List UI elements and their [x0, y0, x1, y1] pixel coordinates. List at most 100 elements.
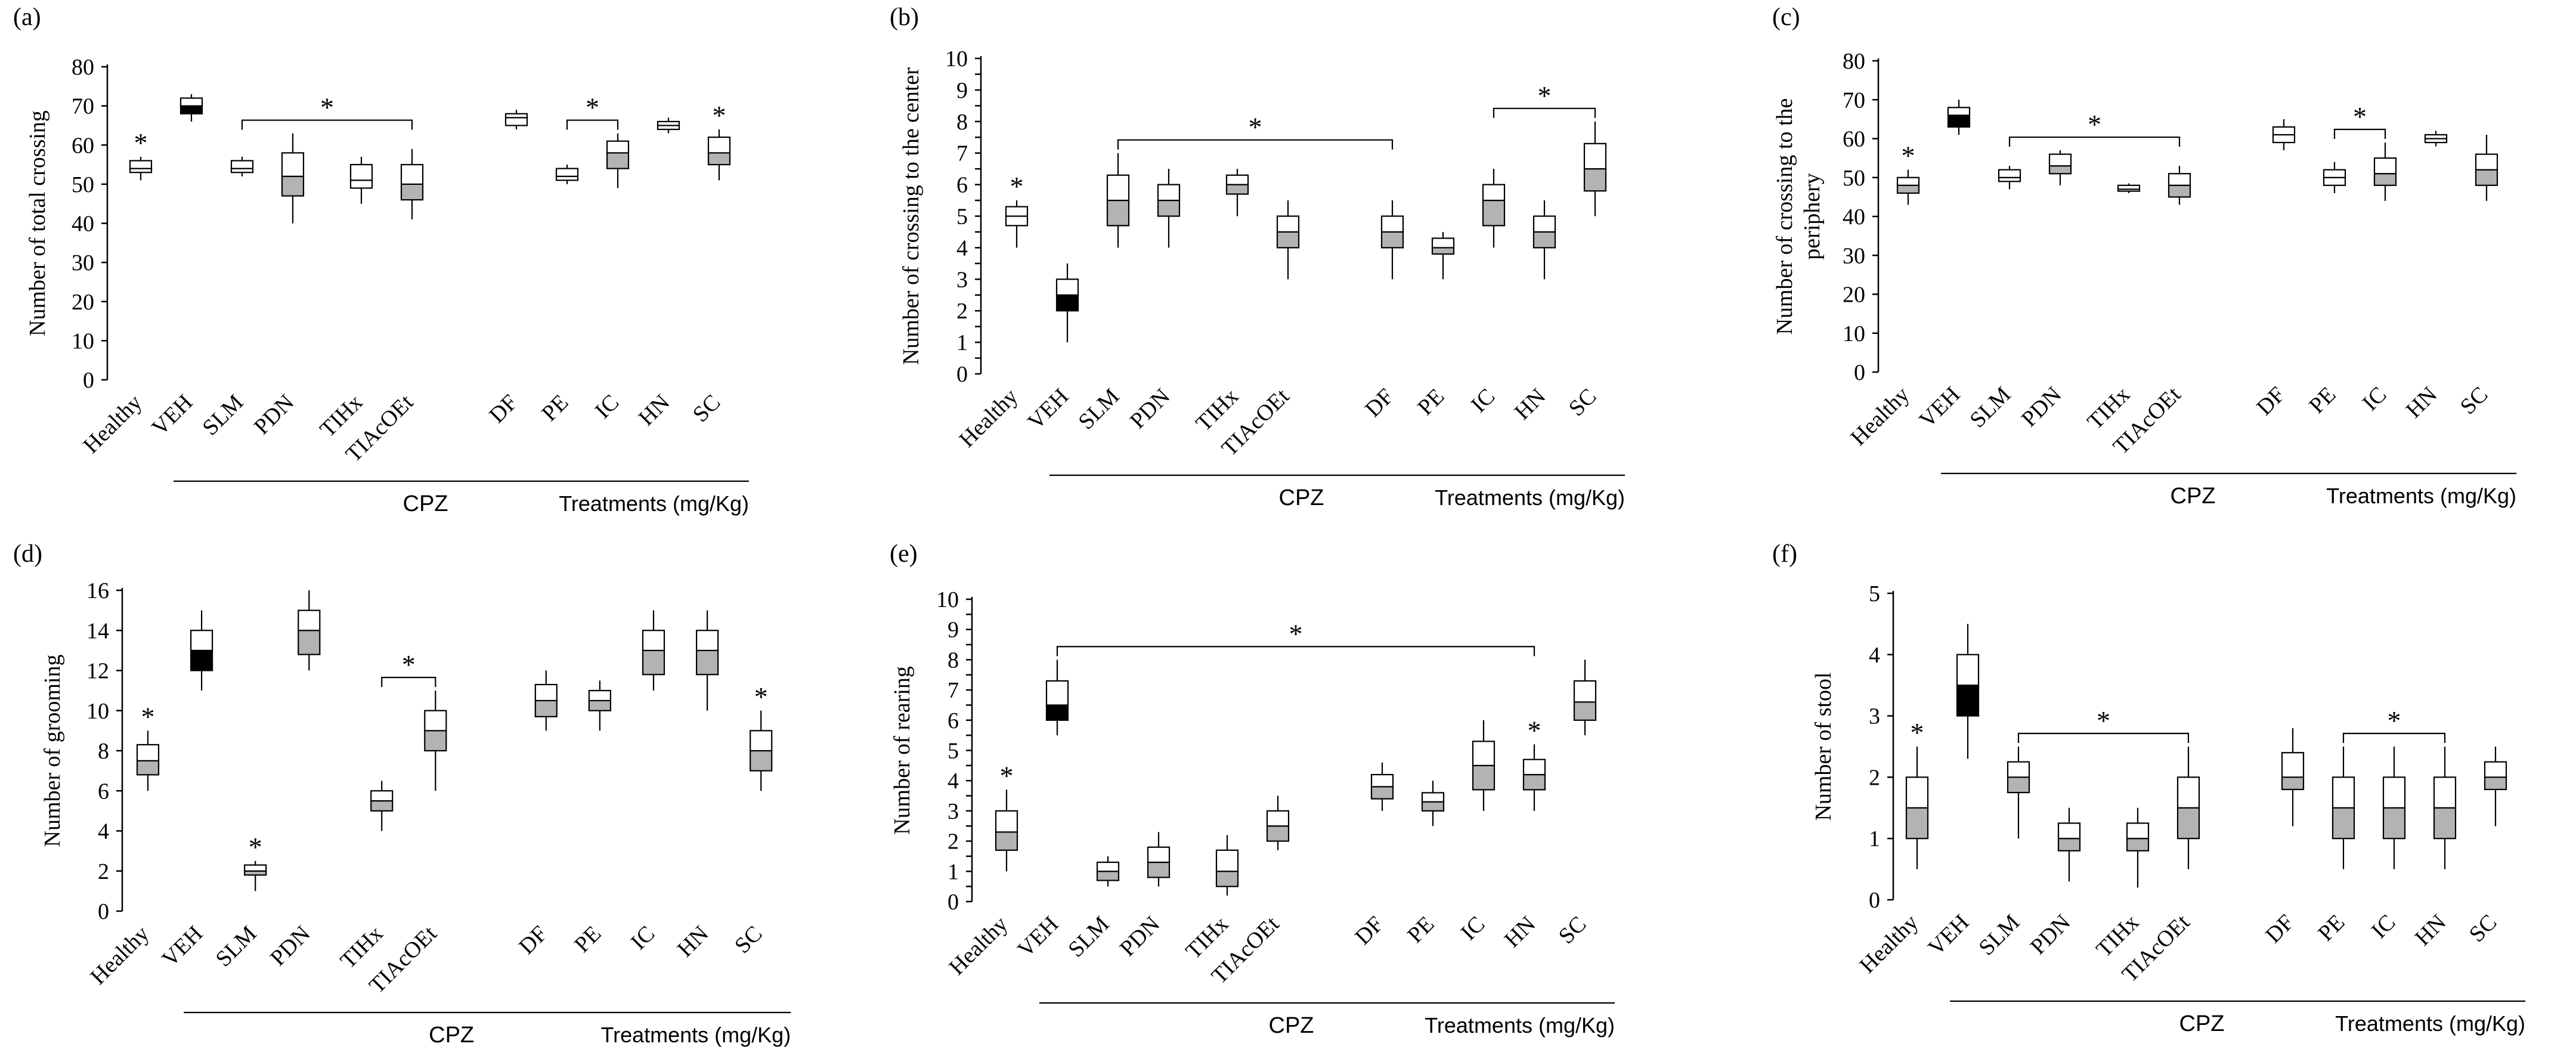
bracket-star: *: [2097, 705, 2110, 736]
box-hn: [695, 610, 719, 711]
box-lower-half: [136, 760, 160, 776]
box-upper-half: [695, 630, 719, 651]
box-upper-half: [657, 120, 680, 126]
box-df: [534, 670, 558, 731]
box-lower-half: [2048, 165, 2072, 175]
box-hn: [657, 117, 680, 134]
y-tick-label: 80: [1843, 49, 1865, 74]
box-lower-half: [2007, 776, 2030, 794]
box-upper-half: [1573, 680, 1597, 703]
panel-label: (b): [890, 4, 919, 31]
box-tiacoet: [400, 148, 424, 219]
box-lower-half: [1045, 704, 1069, 721]
box-upper-half: [1998, 169, 2021, 178]
box-ic: [606, 133, 630, 188]
box-lower-half: [424, 730, 447, 752]
box-upper-half: [349, 163, 373, 181]
box-lower-half: [1896, 184, 1920, 194]
x-tick-label: SC: [1564, 384, 1602, 422]
x-tick-label: DF: [2261, 910, 2299, 948]
x-tick-label: SLM: [1965, 382, 2015, 433]
box-lower-half: [2272, 134, 2296, 144]
y-tick-label: 2: [956, 299, 968, 324]
y-tick-label: 4: [956, 236, 968, 261]
box-upper-half: [2332, 776, 2355, 809]
y-tick-label: 0: [956, 362, 968, 387]
box-lower-half: [2373, 173, 2397, 186]
y-tick-label: 5: [948, 739, 959, 764]
panel-f: (f) 0 1 2 3 4 5 Number of stool * Healthy VEH SLM PD…: [1772, 540, 2525, 1036]
box-pdn: [281, 133, 305, 224]
box-lower-half: [1583, 168, 1607, 192]
group-label: CPZ: [429, 1023, 474, 1048]
x-tick-label: Healthy: [1855, 910, 1924, 979]
box-upper-half: [2168, 173, 2191, 186]
box-tiacoet: [2168, 166, 2191, 205]
x-tick-label: SLM: [197, 390, 248, 441]
box-upper-half: [2048, 153, 2072, 167]
box-tihx: [370, 781, 394, 831]
box-ic: [2382, 747, 2406, 869]
box-lower-half: [2176, 807, 2200, 840]
y-tick-label: 10: [945, 47, 968, 72]
box-lower-half: [2323, 176, 2346, 186]
box-upper-half: [230, 160, 254, 169]
x-tick-label: DF: [2252, 382, 2290, 420]
box-veh: [1947, 100, 1971, 135]
bracket-star: *: [586, 92, 599, 123]
significance-bracket: [381, 677, 436, 688]
box-lower-half: [370, 800, 394, 812]
box-hn: [1532, 200, 1556, 280]
y-tick-label: 1: [1869, 826, 1880, 851]
box-lower-half: [1532, 231, 1556, 249]
box-upper-half: [1045, 680, 1069, 706]
box-lower-half: [642, 649, 665, 676]
box-veh: [190, 610, 213, 691]
box-df: [2272, 119, 2296, 151]
box-lower-half: [2382, 807, 2406, 840]
bracket-star: *: [1538, 80, 1552, 111]
box-upper-half: [2475, 153, 2498, 171]
y-tick-label: 2: [98, 859, 109, 884]
box-upper-half: [2272, 126, 2296, 136]
box-upper-half: [1472, 741, 1496, 766]
box-lower-half: [1005, 215, 1029, 227]
bracket-star: *: [1289, 618, 1303, 649]
y-tick-label: 10: [72, 329, 94, 354]
panel-label: (a): [13, 4, 41, 31]
box-lower-half: [1522, 773, 1546, 791]
box-upper-half: [1956, 654, 1980, 686]
box-tiacoet: [2176, 747, 2200, 869]
panel-label: (d): [13, 540, 42, 568]
box-upper-half: [2281, 752, 2305, 778]
box-healthy: *: [136, 701, 160, 791]
box-lower-half: [1157, 199, 1181, 217]
box-upper-half: [1215, 849, 1239, 872]
panel-label: (f): [1772, 540, 1797, 568]
x-tick-label: HN: [1500, 912, 1541, 953]
y-tick-label: 70: [72, 94, 94, 119]
box-slm: [1106, 153, 1130, 248]
box-lower-half: [1421, 801, 1445, 812]
x-tick-label: SLM: [1063, 912, 1114, 962]
y-tick-label: 0: [1869, 888, 1880, 913]
x-tick-label: IC: [1456, 912, 1490, 946]
x-tick-label: PE: [1402, 912, 1439, 948]
y-tick-label: 6: [98, 779, 109, 804]
box-upper-half: [1055, 278, 1079, 296]
box-upper-half: [179, 97, 203, 107]
panel-label: (c): [1772, 4, 1800, 31]
box-ic: [1482, 169, 1506, 248]
box-hn: [2433, 747, 2457, 869]
box-tihx: [2117, 183, 2141, 193]
significance-bracket: [1056, 646, 1535, 657]
box-pe: [2323, 162, 2346, 193]
box-lower-half: [2168, 184, 2191, 198]
box-ic: [2373, 143, 2397, 201]
x-tick-label: VEH: [1013, 912, 1063, 962]
box-pdn: [2048, 150, 2072, 185]
x-tick-label: PDN: [265, 921, 315, 971]
box-lower-half: [1276, 231, 1300, 249]
y-tick-label: 8: [956, 110, 968, 135]
box-upper-half: [1096, 861, 1120, 872]
